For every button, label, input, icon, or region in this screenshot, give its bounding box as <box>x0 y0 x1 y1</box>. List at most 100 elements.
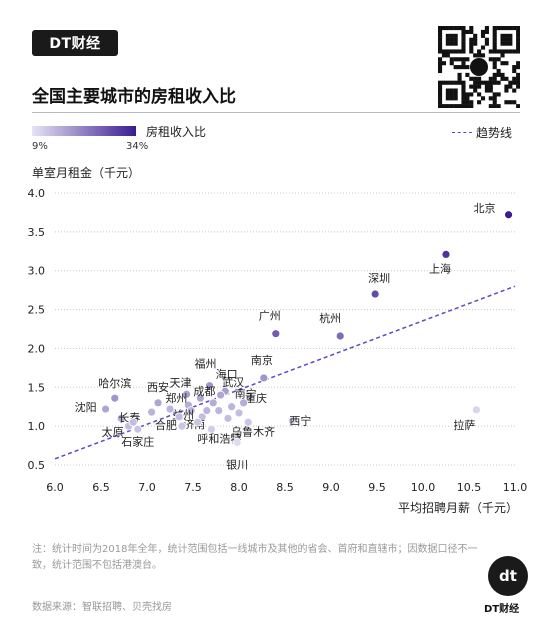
qr-module <box>473 80 478 85</box>
qr-module <box>449 26 454 31</box>
qr-module <box>461 57 466 62</box>
qr-module <box>461 96 466 101</box>
qr-module <box>469 104 474 108</box>
point-label: 呼和浩特 <box>197 431 241 445</box>
qr-module <box>449 61 454 66</box>
qr-module <box>457 26 462 31</box>
qr-module <box>516 45 520 50</box>
qr-module <box>492 33 497 38</box>
qr-module <box>516 41 520 46</box>
qr-module <box>453 92 458 97</box>
data-point <box>232 438 242 447</box>
qr-module <box>492 29 497 35</box>
qr-module <box>441 26 447 31</box>
qr-module <box>477 76 482 81</box>
qr-module <box>516 76 520 81</box>
data-point <box>287 416 297 426</box>
x-tick-label: 6.0 <box>46 481 64 494</box>
qr-module <box>492 41 497 46</box>
data-point <box>177 421 187 431</box>
qr-module <box>438 41 443 46</box>
qr-module <box>445 104 450 108</box>
qr-module <box>512 76 517 81</box>
qr-module <box>461 92 466 97</box>
qr-module <box>484 80 489 85</box>
qr-module <box>492 76 497 81</box>
qr-module <box>445 41 450 46</box>
point-label: 沈阳 <box>75 400 97 414</box>
qr-module <box>492 100 497 105</box>
qr-module <box>469 29 474 35</box>
qr-module <box>508 41 513 46</box>
qr-module <box>465 72 470 77</box>
qr-module <box>457 49 462 54</box>
qr-module <box>477 84 482 89</box>
qr-module <box>492 104 497 108</box>
qr-code <box>438 26 520 108</box>
footer-logo-mark: dt <box>499 567 517 585</box>
qr-module <box>480 53 486 58</box>
brand-logo: DT财经 <box>32 30 118 56</box>
x-tick-label: 9.5 <box>368 481 386 494</box>
qr-module <box>441 104 447 108</box>
x-axis-label: 平均招聘月薪（千元） <box>397 501 518 515</box>
qr-module <box>477 92 482 97</box>
footer-brand-name: DT财经 <box>484 604 520 615</box>
qr-module <box>488 49 493 54</box>
qr-module <box>441 80 447 85</box>
data-point <box>216 390 226 400</box>
qr-module <box>516 61 520 66</box>
qr-module <box>469 37 474 42</box>
data-point <box>193 417 203 427</box>
qr-module <box>516 104 520 108</box>
qr-module <box>438 84 443 89</box>
qr-module <box>453 33 458 38</box>
qr-module <box>492 37 497 42</box>
qr-module <box>461 29 466 35</box>
qr-module <box>508 37 513 42</box>
qr-module <box>492 45 497 50</box>
qr-module <box>504 100 509 105</box>
qr-module <box>512 68 517 74</box>
qr-module <box>473 53 478 58</box>
qr-module <box>441 49 447 54</box>
chart-title: 全国主要城市的房租收入比 <box>32 87 236 107</box>
qr-module <box>438 61 443 66</box>
qr-module <box>496 72 501 77</box>
footnote: 注：统计时间为2018年全年，统计范围包括一线城市及其他的省会、首府和直辖市；因… <box>32 544 478 571</box>
data-point <box>504 210 513 220</box>
qr-module <box>469 92 474 97</box>
qr-module <box>504 37 509 42</box>
data-point <box>259 373 269 383</box>
qr-module <box>496 104 501 108</box>
qr-module <box>453 49 458 54</box>
qr-module <box>504 88 509 93</box>
data-point <box>165 404 175 414</box>
data-point <box>101 404 110 414</box>
qr-module <box>461 104 466 108</box>
qr-module <box>492 61 497 66</box>
trend-legend: 趋势线 <box>452 124 512 141</box>
qr-module <box>477 49 482 54</box>
qr-module <box>492 92 497 97</box>
y-axis-label: 单室月租金（千元） <box>32 166 141 180</box>
qr-module <box>461 80 466 85</box>
qr-module <box>453 37 458 42</box>
qr-module <box>438 49 443 54</box>
y-tick-label: 1.5 <box>28 381 46 394</box>
qr-module <box>473 41 478 46</box>
qr-module <box>438 96 443 101</box>
qr-module <box>438 68 443 74</box>
qr-module <box>508 100 513 105</box>
qr-module <box>453 88 458 93</box>
qr-module <box>488 84 493 89</box>
qr-module <box>453 26 458 31</box>
x-tick-label: 6.5 <box>92 481 110 494</box>
qr-module <box>516 84 520 89</box>
data-point <box>110 393 120 403</box>
qr-module <box>465 92 470 97</box>
point-label: 杭州 <box>319 311 341 325</box>
title-divider <box>32 112 520 113</box>
point-label: 广州 <box>259 310 281 323</box>
point-label: 西宁 <box>289 414 311 428</box>
